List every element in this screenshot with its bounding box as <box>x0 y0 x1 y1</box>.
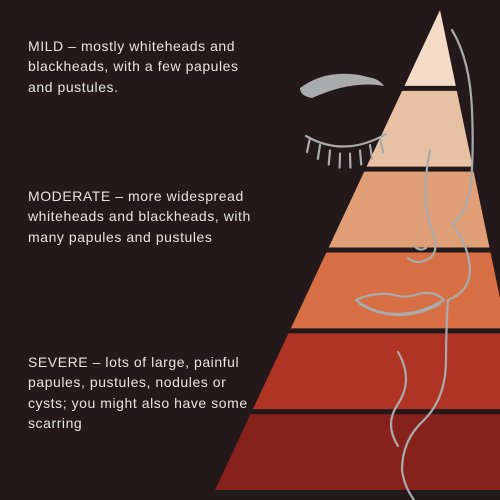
severity-title: SEVERE <box>28 354 88 370</box>
infographic-stage: MILD – mostly whiteheads and blackheads,… <box>0 0 500 500</box>
severity-title: MILD <box>28 38 64 54</box>
pyramid-band-4 <box>253 333 500 409</box>
eyelash-6 <box>370 145 372 159</box>
eye-lid <box>306 134 386 147</box>
eyelash-2 <box>329 151 330 165</box>
pyramid-band-0 <box>404 10 455 86</box>
pyramid-band-2 <box>329 172 490 248</box>
eyebrow-icon <box>300 74 384 98</box>
severity-desc-0: MILD – mostly whiteheads and blackheads,… <box>28 36 258 97</box>
eyelash-5 <box>360 151 361 165</box>
severity-desc-1: MODERATE – more widespread whiteheads an… <box>28 186 258 247</box>
severity-title: MODERATE <box>28 188 111 204</box>
eyelash-1 <box>318 145 320 159</box>
severity-desc-2: SEVERE – lots of large, painful papules,… <box>28 352 258 433</box>
eyelash-0 <box>307 138 310 152</box>
pyramid-band-1 <box>367 91 473 167</box>
